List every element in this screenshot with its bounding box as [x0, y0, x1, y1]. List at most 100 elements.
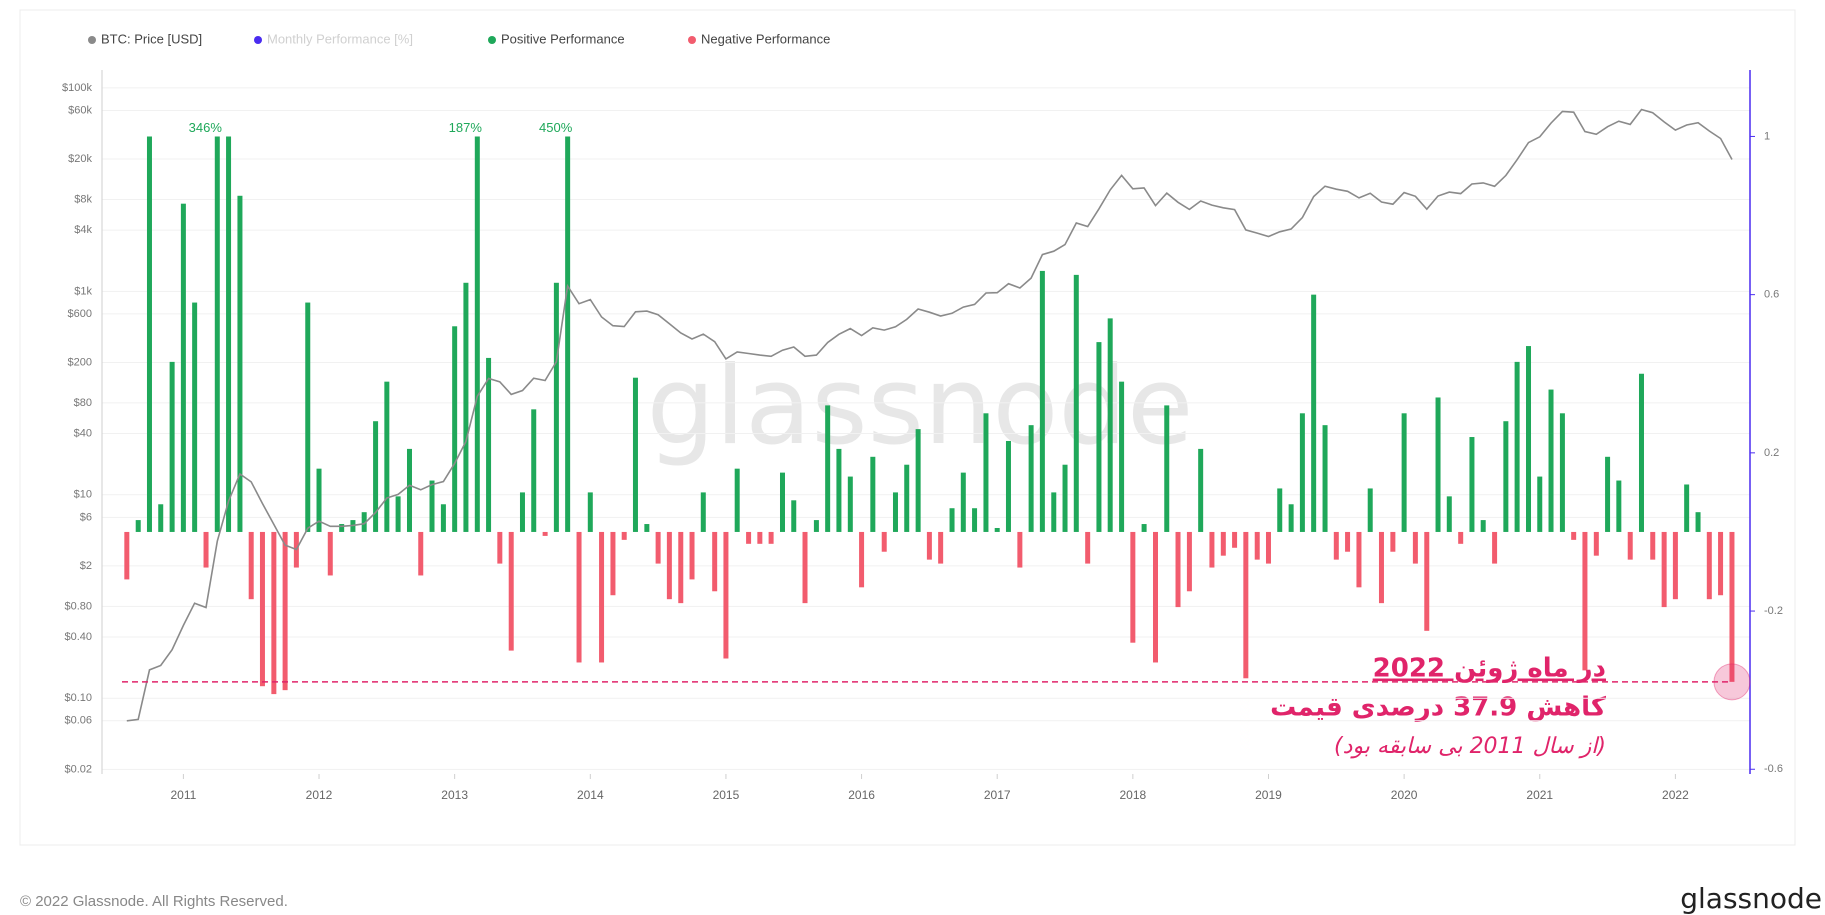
bar	[316, 468, 322, 532]
x-tick-label: 2022	[1662, 788, 1689, 802]
bar	[1526, 346, 1532, 532]
bar	[994, 527, 1000, 532]
y-tick-label: $10	[74, 489, 92, 501]
y2-tick-label: -0.6	[1764, 763, 1783, 775]
y-tick-label: $6	[80, 511, 92, 523]
logo: glassnode	[1680, 882, 1822, 915]
bar	[712, 531, 718, 592]
legend-label: Positive Performance	[501, 31, 625, 46]
bar	[1390, 531, 1396, 552]
bar	[565, 136, 571, 532]
bar	[1458, 531, 1464, 544]
legend-swatch	[688, 36, 696, 44]
bar	[384, 381, 390, 532]
bar	[983, 413, 989, 532]
bars	[124, 136, 1735, 695]
y-tick-label: $0.40	[64, 631, 92, 643]
bar	[1288, 504, 1294, 532]
bar	[440, 504, 446, 532]
bar	[226, 136, 232, 532]
bar	[508, 531, 514, 651]
bar	[192, 302, 198, 532]
y-tick-label: $600	[68, 308, 92, 320]
bar	[1209, 531, 1215, 568]
legend-swatch	[254, 36, 262, 44]
bar	[1186, 531, 1192, 592]
legend-label: Monthly Performance [%]	[267, 31, 413, 46]
x-tick-label: 2012	[306, 788, 333, 802]
bar	[1311, 294, 1317, 532]
y-tick-label: $1k	[74, 285, 92, 297]
bar	[169, 361, 175, 532]
bar	[621, 531, 627, 540]
bar	[972, 508, 978, 532]
x-tick-label: 2020	[1391, 788, 1418, 802]
bar	[1073, 274, 1079, 532]
x-tick-label: 2013	[441, 788, 468, 802]
bar	[813, 520, 819, 532]
bar	[1232, 531, 1238, 548]
bar	[1164, 405, 1170, 532]
bar	[519, 492, 525, 532]
bar	[1605, 456, 1611, 532]
bar	[1469, 437, 1475, 532]
y-tick-label: $4k	[74, 224, 92, 236]
bar	[576, 531, 582, 663]
bar	[1638, 373, 1644, 532]
bar	[610, 531, 616, 596]
bar	[180, 203, 186, 532]
bar	[1537, 476, 1543, 532]
bar	[1130, 531, 1136, 643]
price-line	[126, 108, 1733, 722]
y2-tick-label: 1	[1764, 130, 1770, 142]
bar	[802, 531, 808, 604]
bar	[1672, 531, 1678, 600]
bar	[1480, 520, 1486, 532]
y-tick-label: $20k	[68, 153, 92, 165]
bar	[1446, 496, 1452, 532]
bar	[282, 531, 288, 691]
copyright: © 2022 Glassnode. All Rights Reserved.	[20, 893, 288, 910]
annotation-line: در ماه ژوئن 2022	[1373, 654, 1606, 684]
y-tick-label: $200	[68, 356, 92, 368]
bar	[248, 531, 254, 600]
bar	[791, 500, 797, 532]
bar	[146, 136, 152, 532]
bar	[644, 524, 650, 532]
x-tick-label: 2018	[1119, 788, 1146, 802]
bar	[1039, 270, 1045, 532]
bar	[373, 421, 379, 532]
annotation-line: (از سال 2011 بی سابقه بود)	[1334, 734, 1606, 759]
bar	[1548, 389, 1554, 532]
bar	[1729, 531, 1735, 682]
bar	[135, 520, 141, 532]
bar	[1017, 531, 1023, 568]
bar	[949, 508, 955, 532]
bar	[361, 512, 367, 532]
bar	[723, 531, 729, 659]
legend-swatch	[488, 36, 496, 44]
bar	[158, 504, 164, 532]
bar	[418, 531, 424, 576]
legend-label: BTC: Price [USD]	[101, 31, 202, 46]
card	[19, 9, 1796, 846]
bar	[1412, 531, 1418, 564]
y2-tick-label: -0.2	[1764, 605, 1783, 617]
bar	[1175, 531, 1181, 608]
bar	[452, 326, 458, 532]
bar	[1571, 531, 1577, 540]
bar	[734, 468, 740, 532]
highlight-circle	[1713, 663, 1751, 701]
y-tick-label: $0.10	[64, 692, 92, 704]
y-tick-label: $80	[74, 397, 92, 409]
y-tick-label: $40	[74, 427, 92, 439]
bar	[1356, 531, 1362, 588]
bar	[1062, 464, 1068, 532]
bar	[305, 302, 311, 532]
bar	[938, 531, 944, 564]
bar	[271, 531, 277, 695]
bar	[406, 448, 412, 532]
bar	[1627, 531, 1633, 560]
